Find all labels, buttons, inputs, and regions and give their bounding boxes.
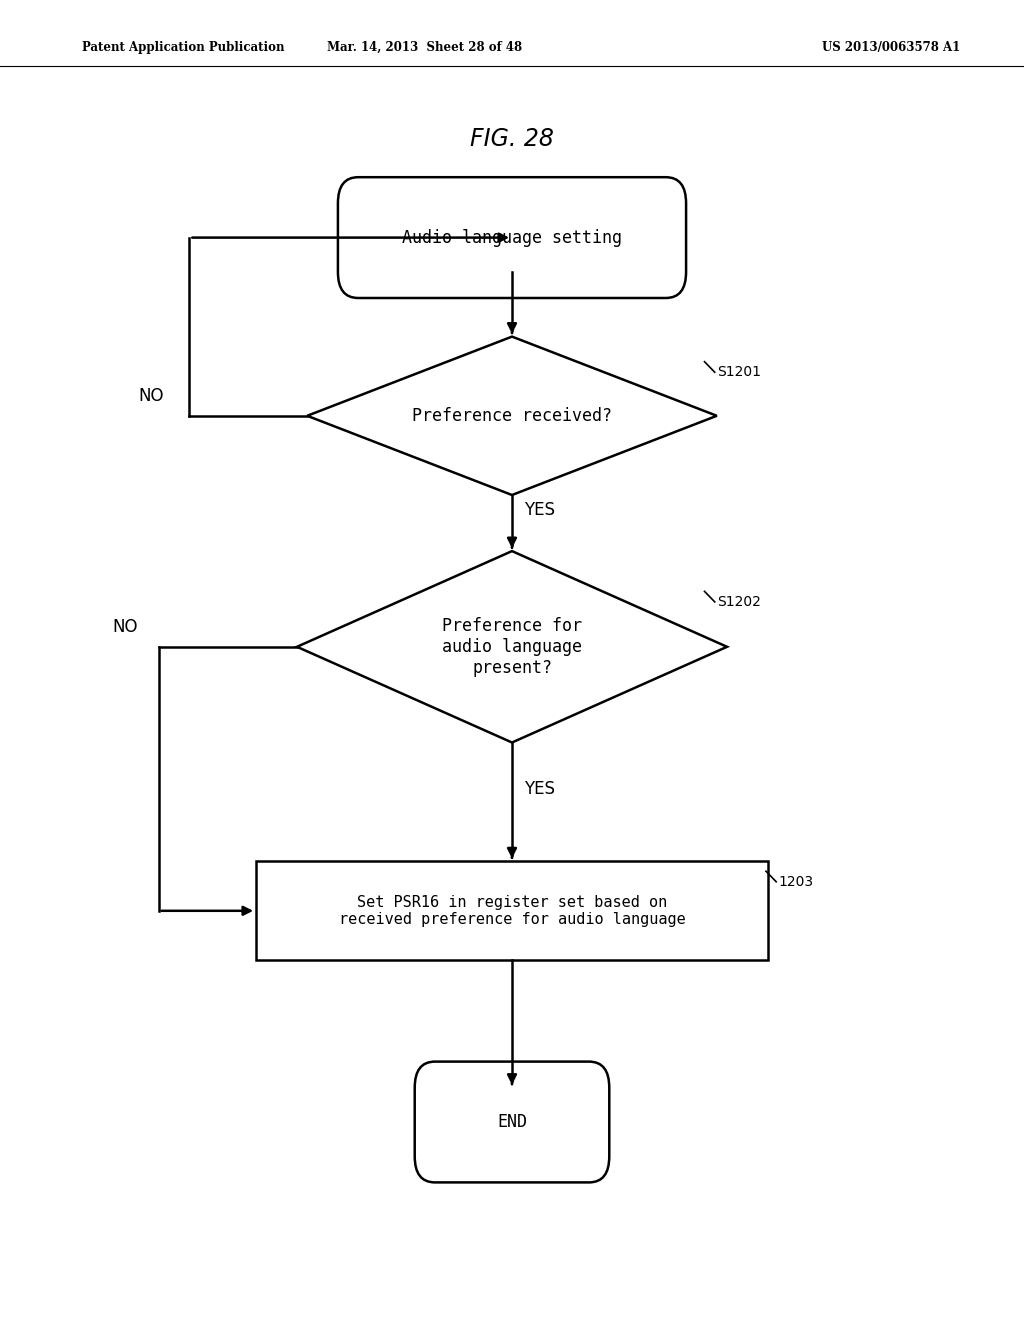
Polygon shape <box>307 337 717 495</box>
Text: YES: YES <box>524 500 555 519</box>
Text: 1203: 1203 <box>778 875 813 888</box>
Text: Set PSR16 in register set based on
received preference for audio language: Set PSR16 in register set based on recei… <box>339 895 685 927</box>
Text: NO: NO <box>138 387 164 405</box>
Polygon shape <box>297 552 727 742</box>
Text: END: END <box>497 1113 527 1131</box>
Bar <box>256 861 768 961</box>
Text: Mar. 14, 2013  Sheet 28 of 48: Mar. 14, 2013 Sheet 28 of 48 <box>328 41 522 54</box>
Text: S1202: S1202 <box>717 595 761 609</box>
Text: Preference received?: Preference received? <box>412 407 612 425</box>
Text: NO: NO <box>113 618 138 636</box>
Text: Patent Application Publication: Patent Application Publication <box>82 41 285 54</box>
Text: US 2013/0063578 A1: US 2013/0063578 A1 <box>821 41 961 54</box>
FancyBboxPatch shape <box>338 177 686 298</box>
FancyBboxPatch shape <box>415 1061 609 1183</box>
Text: Preference for
audio language
present?: Preference for audio language present? <box>442 616 582 677</box>
Text: Audio language setting: Audio language setting <box>402 228 622 247</box>
Text: FIG. 28: FIG. 28 <box>470 127 554 150</box>
Text: YES: YES <box>524 780 555 797</box>
Text: S1201: S1201 <box>717 366 761 379</box>
